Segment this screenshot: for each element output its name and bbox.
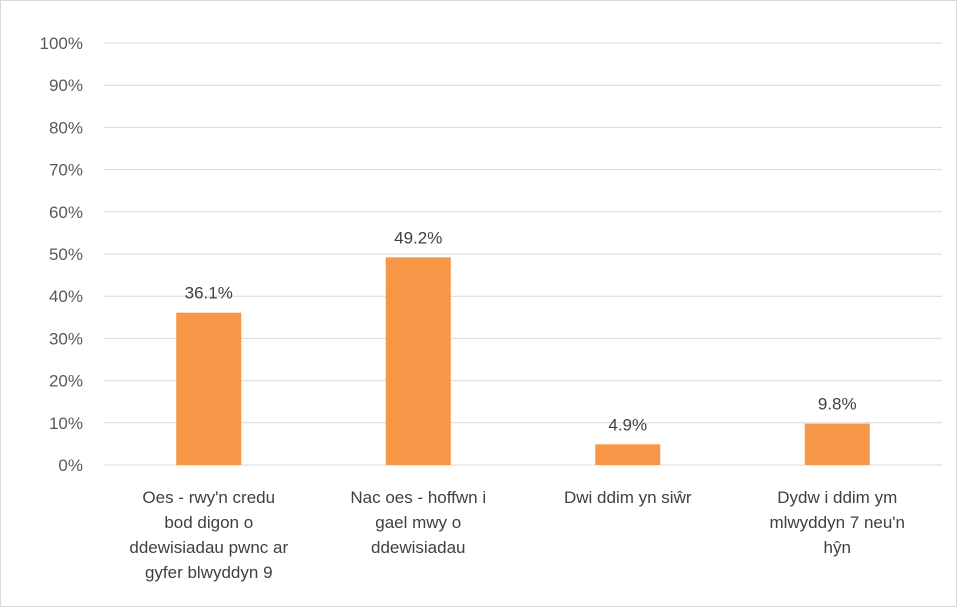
y-tick-label: 20%	[49, 372, 83, 391]
bar	[176, 312, 242, 465]
category-label: Oes - rwy'n credu	[142, 488, 275, 507]
data-label: 36.1%	[185, 284, 233, 303]
y-tick-label: 100%	[40, 34, 83, 53]
category-label: mlwyddyn 7 neu'n	[769, 513, 905, 532]
y-tick-label: 70%	[49, 161, 83, 180]
data-label: 49.2%	[394, 228, 442, 247]
category-label: Dwi ddim yn siŵr	[564, 488, 692, 507]
category-label: hŷn	[824, 538, 851, 557]
bar	[385, 257, 451, 465]
y-tick-label: 10%	[49, 414, 83, 433]
y-tick-label: 80%	[49, 118, 83, 137]
y-tick-label: 0%	[58, 456, 83, 475]
bar	[804, 423, 870, 465]
category-label: gael mwy o	[375, 513, 461, 532]
category-label: Dydw i ddim ym	[777, 488, 897, 507]
y-tick-label: 50%	[49, 245, 83, 264]
bar	[595, 444, 661, 465]
category-label: ddewisiadau pwnc ar	[129, 538, 288, 557]
data-label: 4.9%	[608, 415, 647, 434]
y-tick-label: 30%	[49, 329, 83, 348]
data-label: 9.8%	[818, 395, 857, 414]
category-label: ddewisiadau	[371, 538, 466, 557]
category-label: Nac oes - hoffwn i	[350, 488, 486, 507]
y-tick-label: 60%	[49, 203, 83, 222]
y-tick-label: 90%	[49, 76, 83, 95]
category-label: gyfer blwyddyn 9	[145, 563, 273, 582]
y-tick-label: 40%	[49, 287, 83, 306]
category-label: bod digon o	[164, 513, 253, 532]
